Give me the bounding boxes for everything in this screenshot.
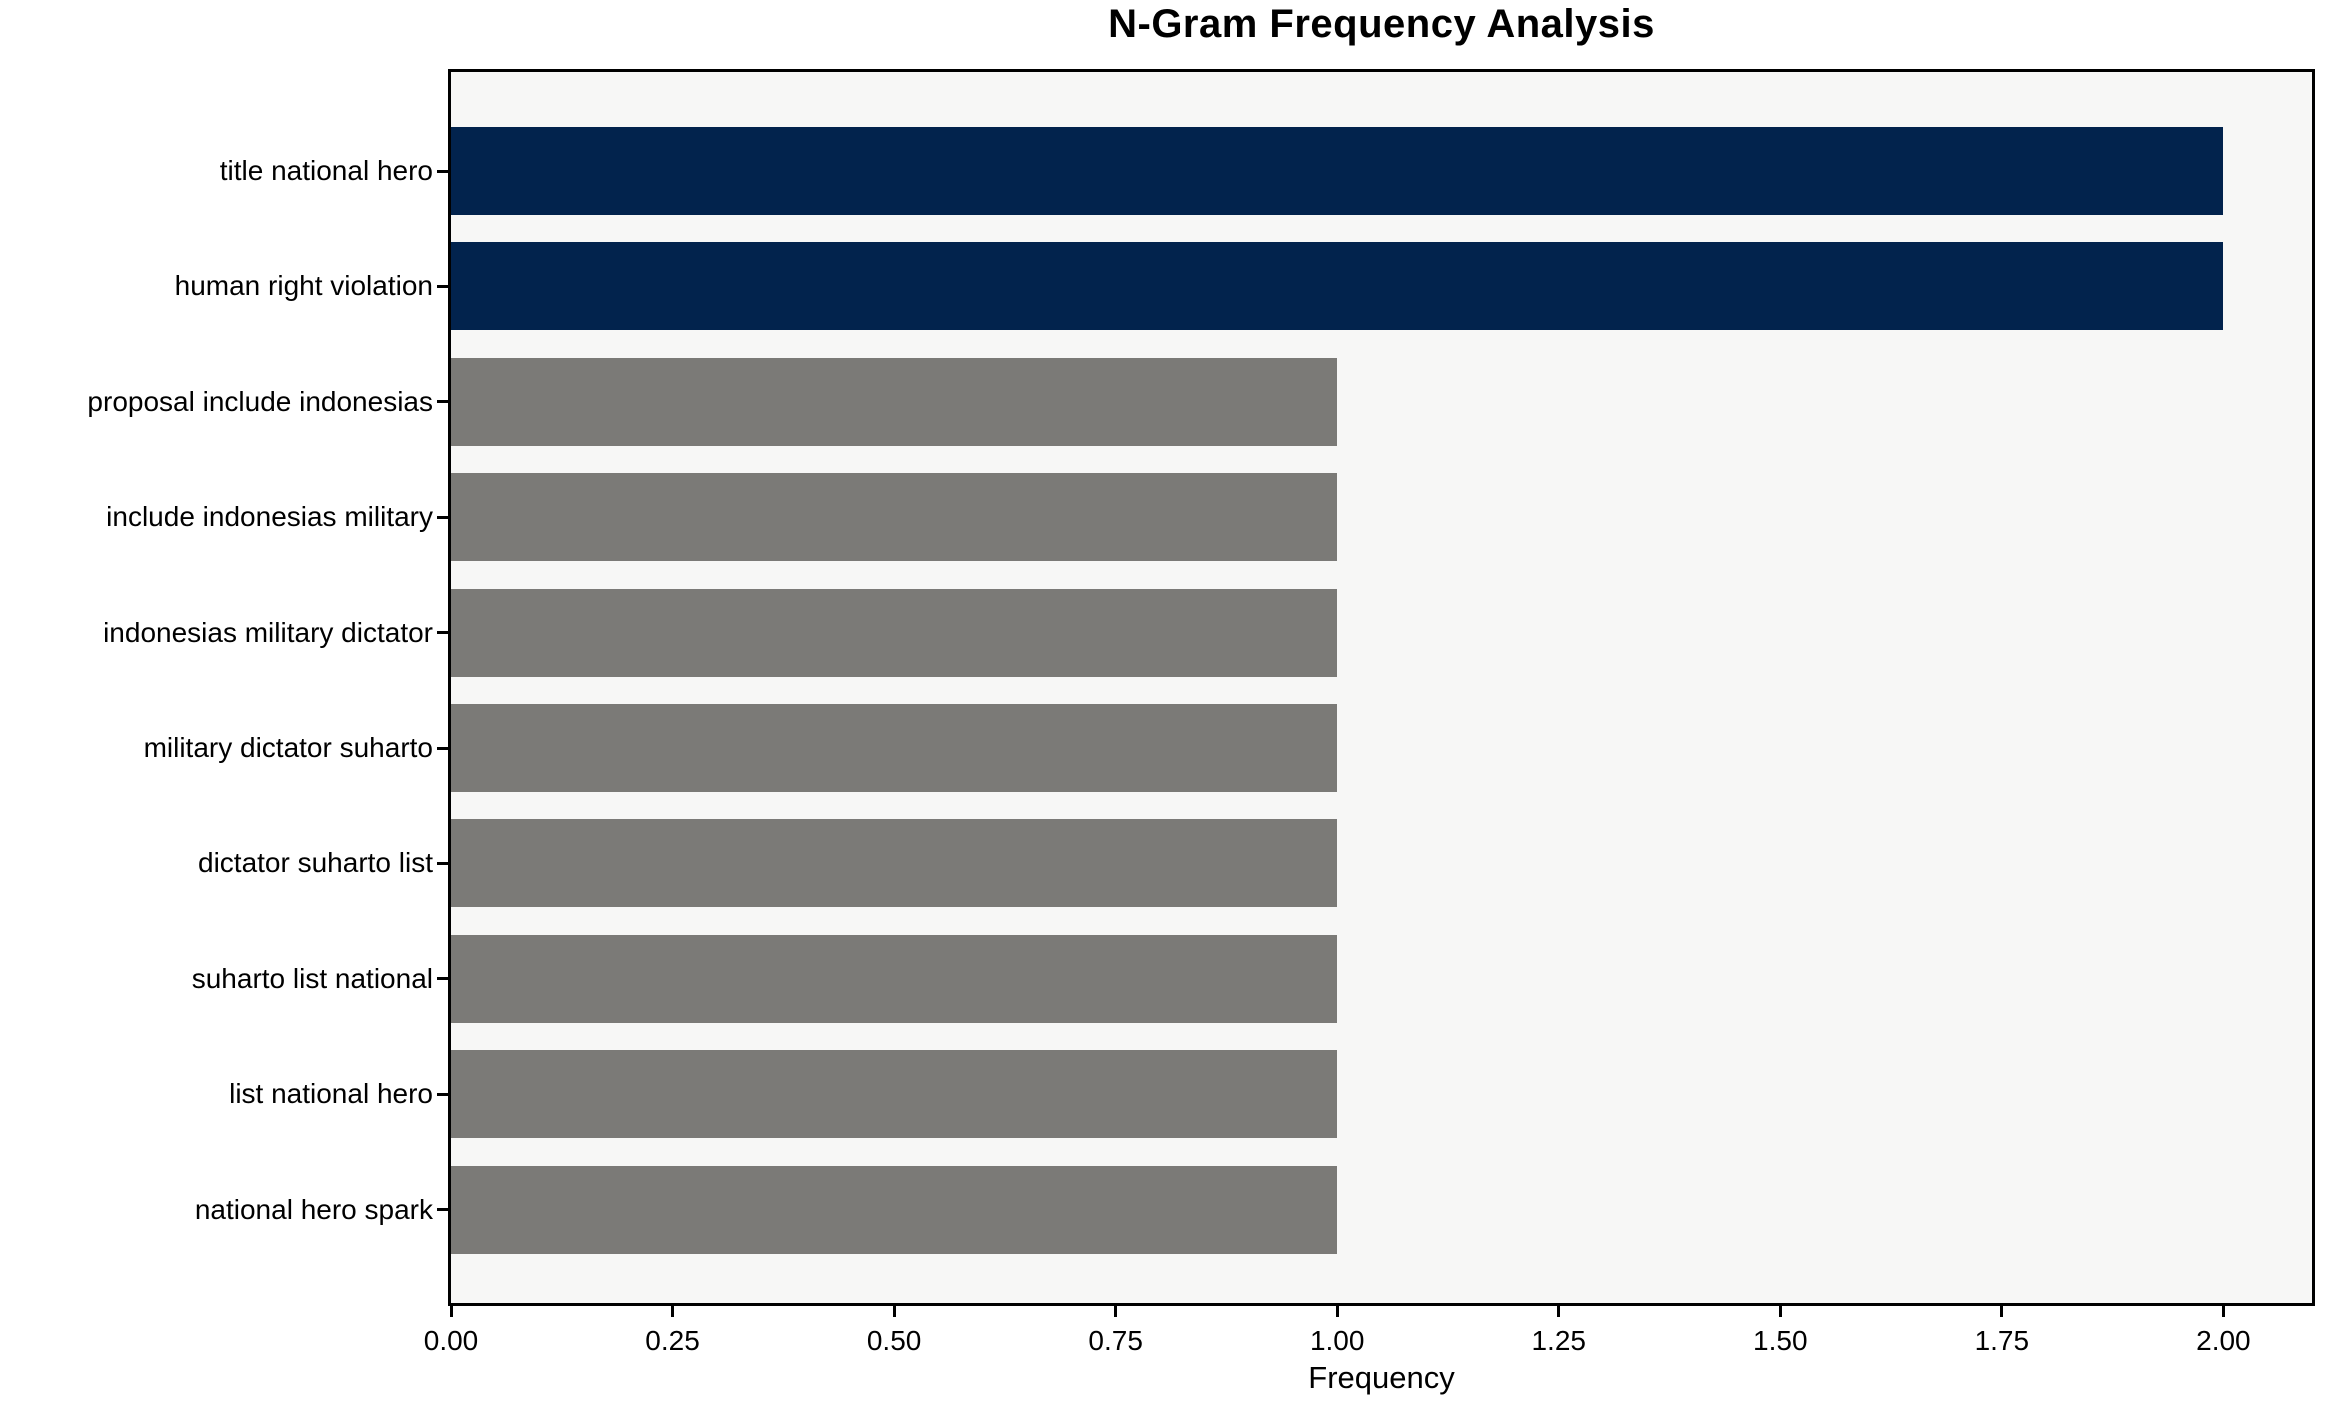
bar-national-hero-spark xyxy=(451,1165,1338,1254)
x-tick-label: 2.00 xyxy=(2196,1325,2251,1356)
bar-human-right-violation xyxy=(451,242,2224,331)
y-tick-label: proposal include indonesias xyxy=(87,385,433,417)
x-tick-mark xyxy=(449,1306,453,1317)
x-tick-label: 0.75 xyxy=(1088,1325,1143,1356)
bar-suharto-list-national xyxy=(451,934,1338,1023)
bar-dictator-suharto-list xyxy=(451,819,1338,908)
x-tick-mark xyxy=(1778,1306,1782,1317)
y-tick-label: human right violation xyxy=(174,270,433,302)
x-tick-mark xyxy=(1557,1306,1561,1317)
bar-title-national-hero xyxy=(451,127,2224,215)
bar-military-dictator-suharto xyxy=(451,704,1338,792)
x-tick-label: 1.25 xyxy=(1531,1325,1586,1356)
x-tick-mark xyxy=(2221,1306,2225,1317)
x-tick-mark xyxy=(2000,1306,2004,1317)
x-tick-mark xyxy=(1114,1306,1118,1317)
y-tick-mark xyxy=(437,169,448,173)
plot-area xyxy=(448,69,2315,1306)
x-tick-label: 0.25 xyxy=(645,1325,700,1356)
bar-include-indonesias-military xyxy=(451,473,1338,562)
chart-title: N-Gram Frequency Analysis xyxy=(1108,2,1655,46)
x-tick-label: 1.50 xyxy=(1753,1325,1808,1356)
x-tick-label: 0.50 xyxy=(866,1325,922,1356)
y-tick-mark xyxy=(437,1208,448,1212)
y-tick-mark xyxy=(437,861,448,865)
x-tick-mark xyxy=(1335,1306,1339,1317)
y-tick-label: national hero spark xyxy=(194,1193,433,1225)
x-tick-mark xyxy=(671,1306,675,1317)
y-tick-label: title national hero xyxy=(219,155,433,186)
y-tick-mark xyxy=(437,977,448,981)
y-tick-mark xyxy=(437,1092,448,1096)
y-tick-label: indonesias military dictator xyxy=(103,616,433,648)
bar-list-national-hero xyxy=(451,1050,1338,1139)
y-tick-label: military dictator suharto xyxy=(143,732,433,763)
x-axis-title: Frequency xyxy=(1308,1360,1455,1395)
x-tick-label: 1.75 xyxy=(1974,1325,2030,1356)
y-tick-label: include indonesias military xyxy=(106,501,433,533)
bar-proposal-include-indonesias xyxy=(451,357,1338,446)
y-tick-mark xyxy=(437,631,448,635)
y-tick-mark xyxy=(437,284,448,288)
y-tick-label: suharto list national xyxy=(191,962,433,994)
y-tick-mark xyxy=(437,515,448,519)
bar-indonesias-military-dictator xyxy=(451,588,1338,677)
y-tick-label: list national hero xyxy=(229,1078,433,1110)
x-tick-mark xyxy=(892,1306,896,1317)
x-tick-label: 0.00 xyxy=(423,1325,479,1356)
y-tick-mark xyxy=(437,746,448,750)
y-tick-label: dictator suharto list xyxy=(198,847,433,879)
y-tick-mark xyxy=(437,400,448,404)
x-tick-label: 1.00 xyxy=(1309,1325,1365,1356)
